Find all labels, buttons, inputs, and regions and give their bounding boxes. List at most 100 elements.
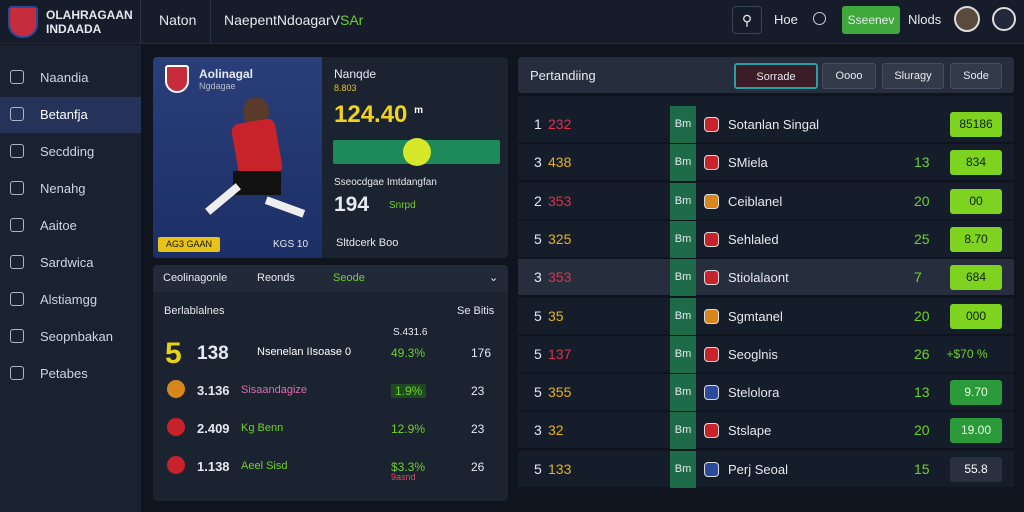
player-badge: AG3 GAAN (158, 237, 220, 252)
ranking-row[interactable]: 5 133 Bm Perj Seoal 15 55.8 (518, 450, 1014, 488)
rank: 5 (534, 384, 542, 401)
sidebar-item[interactable]: Seopnbakan (0, 319, 141, 355)
rank: 3 (534, 422, 542, 439)
stat-value: 194 (334, 193, 370, 216)
code-cell: Bm (670, 220, 696, 258)
clock-icon[interactable] (813, 12, 826, 25)
team-name: Sehlaled (728, 231, 779, 247)
ranking-row[interactable]: 1 232 Bm Sotanlan Singal 85186 (518, 106, 1014, 143)
ranking-row[interactable]: 3 353 Bm Stiolalaont 7 684 (518, 259, 1014, 297)
ranking-row[interactable]: 3 438 Bm SMiela 13 834 (518, 144, 1014, 182)
ranking-row[interactable]: 5 355 Bm Stelolora 13 9.70 (518, 374, 1014, 412)
sidebar-item[interactable]: Petabes (0, 356, 141, 392)
ranking-header: Pertandiing Sorrade Oooo Sluragy Sode (518, 57, 1014, 93)
code-cell: Bm (670, 335, 696, 373)
team-icon (704, 423, 719, 439)
sidebar-item[interactable]: Betanfja (0, 97, 141, 133)
stat-count: 176 (471, 346, 492, 360)
code-cell: Bm (670, 106, 696, 143)
code-cell: Bm (670, 182, 696, 220)
score: 232 (548, 116, 572, 132)
nav-link[interactable]: Nlods (908, 12, 942, 27)
points: 20 (914, 422, 930, 439)
score: 438 (548, 154, 572, 171)
sidebar-item[interactable]: Alstiamgg (0, 282, 141, 318)
ranking-row[interactable]: 5 137 Bm Seoglnis 26 +$70 % (518, 335, 1014, 373)
sidebar-icon (10, 218, 24, 232)
sidebar-item[interactable]: Nenahg (0, 171, 141, 207)
team-name: Perj Seoal (728, 461, 788, 477)
value-badge: 19.00 (950, 418, 1002, 444)
rank: 1 (534, 116, 542, 132)
sidebar-icon (10, 292, 24, 306)
filter-button[interactable]: Oooo (822, 63, 876, 89)
chevron[interactable]: ⌄ (489, 272, 499, 284)
team-name: Stslape (728, 423, 772, 439)
ranking-title: Pertandiing (530, 68, 596, 83)
sidebar-icon (10, 181, 24, 195)
avatar[interactable] (954, 6, 980, 32)
stat-icon (167, 380, 185, 398)
stats-head-left: Berlablalnes (164, 305, 225, 317)
team-icon (704, 270, 719, 286)
ranking-row[interactable]: 3 32 Bm Stslape 20 19.00 (518, 412, 1014, 450)
button-label: Sorrade (756, 71, 796, 83)
score: 353 (548, 192, 572, 209)
stat-name: Kg Benn (241, 422, 284, 434)
value-unit: m (414, 105, 423, 116)
search-button[interactable]: ⚲ (732, 6, 762, 34)
score: 355 (548, 384, 572, 401)
value-badge: 8.70 (950, 226, 1002, 252)
nav-link[interactable]: NaepentNdoagarVSAr (224, 12, 363, 28)
stat-count: 26 (471, 460, 485, 474)
ranking-row[interactable]: 5 35 Bm Sgmtanel 20 000 (518, 297, 1014, 335)
team-name: SMiela (728, 155, 768, 171)
button-label: Sluragy (894, 70, 932, 82)
nav-text: NaepentNdoagarV (224, 12, 340, 28)
tab[interactable]: Seode (333, 272, 365, 284)
sidebar-icon (10, 366, 24, 380)
ranking-row[interactable]: 5 325 Bm Sehlaled 25 8.70 (518, 220, 1014, 258)
stat-percent: 49.3% (391, 346, 426, 360)
team-name: Ceiblanel (728, 193, 783, 209)
value-badge: 000 (950, 303, 1002, 329)
primary-button[interactable]: Sseenev (842, 6, 900, 34)
nav-link[interactable]: Naton (159, 12, 197, 28)
tab[interactable]: Reonds (257, 272, 295, 284)
stat-value: 1.138 (197, 459, 230, 474)
player-label: Nanqde (334, 67, 377, 81)
team-icon (704, 461, 719, 477)
value-text: 124.40 (334, 101, 408, 128)
rank: 5 (534, 230, 542, 247)
points: 20 (914, 192, 930, 209)
club-name: Aolinagal (199, 67, 254, 81)
divider (210, 0, 211, 44)
sidebar-item[interactable]: Secdding (0, 134, 141, 170)
filter-button[interactable]: Sorrade (734, 63, 818, 89)
code-cell: Bm (670, 412, 696, 450)
team-icon (704, 231, 719, 247)
stats-panel: Ceolinagonle Reonds Seode ⌄ Berlablalnes S… (153, 265, 508, 501)
nav-link[interactable]: Hoe (774, 12, 798, 27)
logo-text: OLAHRAGAAN (46, 8, 133, 22)
ranking-row[interactable]: 2 353 Bm Ceiblanel 20 00 (518, 182, 1014, 220)
sidebar-icon (10, 255, 24, 269)
stat-percent: $3.3% (391, 460, 426, 474)
sidebar-item[interactable]: Naandia (0, 60, 141, 96)
progress-bar (333, 138, 500, 166)
sidebar-item[interactable]: Sardwica (0, 245, 141, 281)
rank: 2 (534, 192, 542, 209)
stat-name: Nsenelan IIsoase 0 (257, 346, 352, 358)
sidebar-item[interactable]: Aaitoe (0, 208, 141, 244)
nav-accent: SAr (339, 12, 364, 28)
tab[interactable]: Ceolinagonle (163, 272, 228, 284)
ranking-gap (518, 96, 1014, 106)
value-badge: +$70 % (946, 346, 988, 361)
filter-button[interactable]: Sode (950, 63, 1002, 89)
menu-icon[interactable] (992, 7, 1016, 31)
score: 325 (548, 230, 572, 247)
stat-name: Aeel Sisd (241, 460, 288, 472)
stats-head-right: Se Bitis (457, 305, 495, 317)
stat-name: Sisaandagize (241, 384, 308, 396)
filter-button[interactable]: Sluragy (882, 63, 944, 89)
